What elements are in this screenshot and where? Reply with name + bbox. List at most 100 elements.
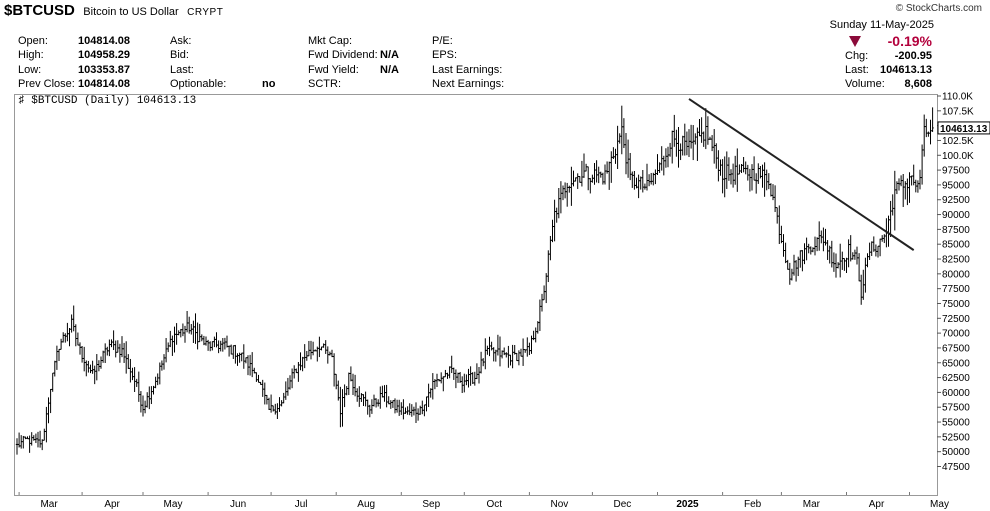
ohlc-bar bbox=[47, 397, 50, 424]
ohlc-bar bbox=[318, 336, 321, 358]
y-tick-label: 95000 bbox=[942, 180, 970, 191]
ohlc-bar bbox=[610, 151, 613, 183]
ohlc-bar bbox=[257, 374, 260, 383]
ohlc-bar bbox=[536, 321, 539, 334]
ohlc-bar bbox=[771, 184, 775, 201]
ohlc-bar bbox=[295, 368, 298, 374]
ohlc-bar bbox=[452, 367, 455, 380]
ohlc-bar bbox=[116, 340, 119, 353]
ohlc-bar bbox=[353, 374, 357, 397]
ohlc-bar bbox=[122, 342, 126, 363]
last2-value: 104613.13 bbox=[880, 64, 932, 76]
ohlc-bar bbox=[324, 340, 327, 354]
ohlc-bar bbox=[662, 155, 665, 176]
ohlc-bar bbox=[572, 170, 575, 187]
ohlc-bar bbox=[248, 354, 252, 376]
percent-change: -0.19% bbox=[887, 33, 932, 49]
ohlc-bar bbox=[647, 174, 651, 187]
ohlc-bar bbox=[377, 399, 380, 407]
ohlc-bar bbox=[561, 185, 565, 201]
x-tick-label: Jul bbox=[295, 499, 308, 510]
ohlc-bar bbox=[368, 404, 371, 418]
ohlc-bar bbox=[236, 353, 239, 366]
ohlc-bar bbox=[668, 142, 672, 157]
ohlc-bar bbox=[700, 117, 703, 143]
ohlc-bar bbox=[794, 260, 798, 282]
ohlc-bar bbox=[574, 177, 577, 182]
ohlc-bar bbox=[74, 324, 77, 347]
ohlc-bar bbox=[500, 350, 504, 359]
ohlc-bar bbox=[526, 337, 529, 357]
ohlc-bar bbox=[286, 377, 290, 396]
ohlc-bar bbox=[267, 397, 271, 410]
ohlc-bar bbox=[395, 399, 399, 413]
ohlc-bar bbox=[385, 384, 388, 408]
y-tick-label: 92500 bbox=[942, 195, 970, 206]
ohlc-bar bbox=[702, 131, 705, 147]
x-tick-label: May bbox=[164, 499, 183, 510]
ohlc-bar bbox=[112, 330, 115, 351]
ohlc-bar bbox=[887, 215, 890, 247]
ohlc-bar bbox=[118, 343, 122, 363]
pe-label: P/E: bbox=[432, 35, 453, 47]
ohlc-bar bbox=[547, 250, 550, 283]
ohlc-bar bbox=[660, 146, 663, 171]
ohlc-bar bbox=[893, 170, 896, 231]
x-tick-label: Dec bbox=[614, 499, 632, 510]
ohlc-bar bbox=[301, 356, 304, 372]
ohlc-bar bbox=[202, 335, 206, 346]
ohlc-bar bbox=[26, 436, 29, 440]
ohlc-bar bbox=[576, 173, 579, 189]
ohlc-bar bbox=[639, 176, 642, 190]
ohlc-bar bbox=[78, 342, 82, 355]
ohlc-bar bbox=[488, 336, 491, 357]
ohlc-bar bbox=[93, 365, 96, 385]
ohlc-bar bbox=[343, 384, 346, 408]
ohlc-bar bbox=[162, 354, 166, 370]
volume-value: 8,608 bbox=[904, 78, 932, 90]
ohlc-bar bbox=[864, 257, 867, 293]
ohlc-bar bbox=[769, 183, 773, 197]
next-earnings-label: Next Earnings: bbox=[432, 78, 505, 90]
ohlc-bar bbox=[110, 339, 113, 348]
last-earnings-label: Last Earnings: bbox=[432, 64, 503, 76]
ohlc-bar bbox=[135, 378, 138, 387]
ohlc-bar bbox=[431, 373, 434, 400]
symbol: $BTCUSD bbox=[4, 2, 75, 19]
ohlc-bar bbox=[307, 340, 311, 357]
ohlc-bar bbox=[442, 376, 445, 392]
ohlc-bar bbox=[194, 313, 197, 344]
ohlc-bar bbox=[559, 181, 563, 214]
ohlc-bar bbox=[314, 349, 317, 352]
ohlc-bar bbox=[156, 373, 159, 386]
ohlc-bar bbox=[366, 399, 369, 415]
ohlc-bar bbox=[127, 354, 130, 369]
ohlc-bar bbox=[391, 400, 395, 408]
ohlc-bar bbox=[650, 172, 653, 185]
ohlc-bar bbox=[316, 346, 319, 362]
ohlc-bar bbox=[513, 345, 516, 355]
ohlc-bar bbox=[782, 234, 785, 257]
y-tick-label: 97500 bbox=[942, 166, 970, 177]
ohlc-bar bbox=[17, 432, 21, 448]
ohlc-bar bbox=[532, 330, 535, 341]
ohlc-bar bbox=[778, 205, 781, 245]
ohlc-bar bbox=[815, 237, 819, 252]
ohlc-bar bbox=[620, 105, 623, 155]
ohlc-bar bbox=[337, 380, 340, 401]
trendline bbox=[688, 98, 915, 251]
ohlc-bar bbox=[906, 178, 909, 206]
ohlc-bar bbox=[897, 178, 901, 191]
y-tick-label: 50000 bbox=[942, 447, 970, 458]
ohlc-bar bbox=[582, 153, 586, 178]
ohlc-bar bbox=[20, 435, 23, 449]
ohlc-bar bbox=[895, 181, 899, 195]
ohlc-bar bbox=[566, 182, 569, 207]
ohlc-bar bbox=[143, 400, 147, 414]
ohlc-bar bbox=[752, 156, 756, 181]
ohlc-bar bbox=[154, 376, 157, 389]
y-tick-label: 70000 bbox=[942, 329, 970, 340]
ohlc-bar bbox=[265, 394, 269, 405]
ohlc-bar bbox=[603, 164, 607, 185]
open-label: Open: bbox=[18, 35, 48, 47]
